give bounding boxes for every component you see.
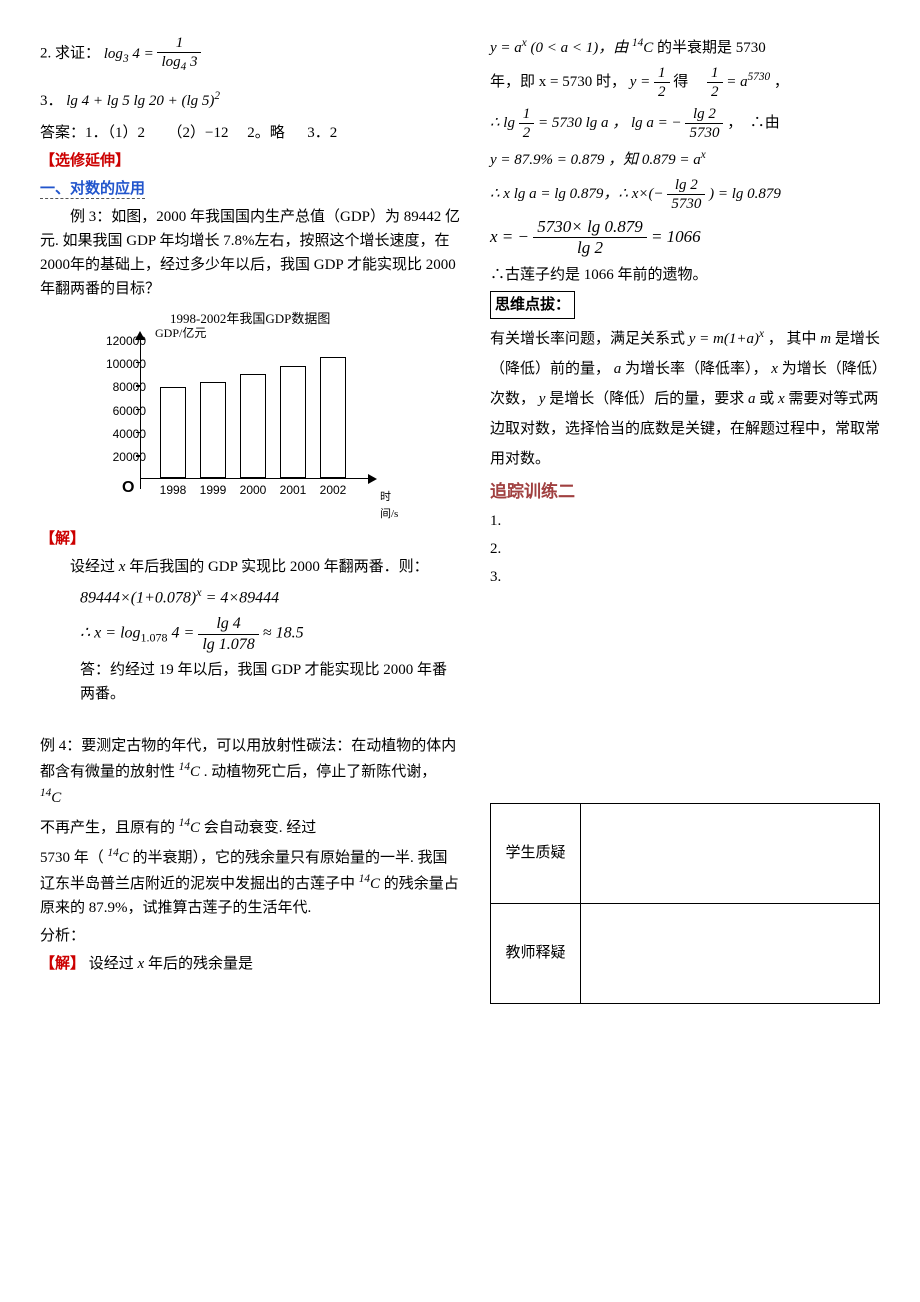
right-column: y = ax (0 < a < 1)，由 14C 的半衰期是 5730 年，即 … <box>490 30 880 1004</box>
track-3: 3. <box>490 565 880 589</box>
ytick-mark-icon <box>136 362 141 364</box>
q3-prefix: 3． <box>40 93 63 109</box>
ex4-p1: 例 4：要测定古物的年代，可以用放射性碳法：在动植物的体内都含有微量的放射性 1… <box>40 734 460 810</box>
ytick-label: 120000 <box>86 332 146 351</box>
solution-answer: 答：约经过 19 年以后，我国 GDP 才能实现比 2000 年番两番。 <box>80 658 460 706</box>
teacher-answer-label: 教师释疑 <box>491 903 581 1003</box>
xtick-label: 2002 <box>313 481 353 500</box>
q2-formula: log3 4 = 1 log4 3 <box>104 46 202 62</box>
optional-heading: 【选修延伸】 <box>40 149 460 173</box>
ex4-solution-line: 【解】 设经过 x 年后的残余量是 <box>40 952 460 976</box>
chart-bar <box>320 357 346 477</box>
track-1: 1. <box>490 509 880 533</box>
q2-fraction: 1 log4 3 <box>157 34 201 75</box>
student-question-label: 学生质疑 <box>491 803 581 903</box>
ytick-mark-icon <box>136 385 141 387</box>
ex4-analysis: 分析： <box>40 924 460 948</box>
gdp-chart: 1998-2002年我国GDP数据图 GDP/亿元 O 时间/s 1200001… <box>70 309 380 519</box>
q2-line: 2. 求证： log3 4 = 1 log4 3 <box>40 34 460 75</box>
ytick-mark-icon <box>136 409 141 411</box>
solution-eq2: ∴ x = log1.078 4 = lg 4 lg 1.078 ≈ 18.5 <box>80 614 460 653</box>
track-heading: 追踪训练二 <box>490 478 880 505</box>
student-question-cell <box>581 803 880 903</box>
ytick-label: 60000 <box>86 402 146 421</box>
page-columns: 2. 求证： log3 4 = 1 log4 3 3． lg 4 + lg 5 … <box>40 30 880 1004</box>
xtick-label: 2001 <box>273 481 313 500</box>
solution-heading: 【解】 <box>40 527 460 551</box>
chart-bar <box>280 366 306 478</box>
ytick-label: 80000 <box>86 378 146 397</box>
q2-prefix: 2. 求证： <box>40 46 100 62</box>
chart-bar <box>160 387 186 478</box>
answers: 答案：1．（1）2 （2）−12 2。略 3．2 <box>40 121 460 145</box>
qa-table: 学生质疑 教师释疑 <box>490 803 880 1004</box>
ytick-mark-icon <box>136 432 141 434</box>
ex4-p2: 不再产生，且原有的 14C 会自动衰变. 经过 <box>40 814 460 840</box>
x-axis-unit: 时间/s <box>380 489 398 524</box>
r-line6: x = − 5730× lg 0.879lg 2 = 1066 <box>490 217 880 259</box>
left-column: 2. 求证： log3 4 = 1 log4 3 3． lg 4 + lg 5 … <box>40 30 460 1004</box>
r-line7: ∴古莲子约是 1066 年前的遗物。 <box>490 263 880 287</box>
q3-line: 3． lg 4 + lg 5 lg 20 + (lg 5)2 <box>40 87 460 113</box>
ytick-mark-icon <box>136 339 141 341</box>
q3-formula: lg 4 + lg 5 lg 20 + (lg 5)2 <box>66 93 220 109</box>
teacher-answer-cell <box>581 903 880 1003</box>
xtick-label: 1999 <box>193 481 233 500</box>
r-line1: y = ax (0 < a < 1)，由 14C 的半衰期是 5730 <box>490 34 880 60</box>
r-line3: ∴ lg 12 = 5730 lg a ， lg a = − lg 25730 … <box>490 105 880 142</box>
tip-paragraph: 有关增长率问题，满足关系式 y = m(1+a)x ， 其中 m 是增长（降低）… <box>490 323 880 474</box>
chart-bar <box>200 382 226 478</box>
track-2: 2. <box>490 537 880 561</box>
r-line2: 年，即 x = 5730 时， y = 12 得 12 = a5730 ， <box>490 64 880 101</box>
xtick-label: 1998 <box>153 481 193 500</box>
ytick-mark-icon <box>136 455 141 457</box>
solution-line1: 设经过 x 年后我国的 GDP 实现比 2000 年翻两番．则： <box>40 555 460 579</box>
ex3-text: 例 3：如图，2000 年我国国内生产总值（GDP）为 89442 亿元. 如果… <box>40 205 460 301</box>
ytick-label: 20000 <box>86 448 146 467</box>
ytick-label: 40000 <box>86 425 146 444</box>
app-heading: 一、对数的应用 <box>40 177 460 201</box>
table-row: 教师释疑 <box>491 903 880 1003</box>
r-line5: ∴ x lg a = lg 0.879，∴ x×(− lg 25730 ) = … <box>490 176 880 213</box>
ex4-p3: 5730 年（ 14C 的半衰期），它的残余量只有原始量的一半. 我国辽东半岛普… <box>40 844 460 920</box>
chart-bar <box>240 374 266 478</box>
xtick-label: 2000 <box>233 481 273 500</box>
chart-plot-area <box>140 339 370 479</box>
table-row: 学生质疑 <box>491 803 880 903</box>
origin-label: O <box>122 475 134 501</box>
ytick-label: 100000 <box>86 355 146 374</box>
solution-eq1: 89444×(1+0.078)x = 4×89444 <box>80 583 460 611</box>
tip-heading: 思维点拔： <box>490 291 880 319</box>
r-line4: y = 87.9% = 0.879 ，知 0.879 = ax <box>490 146 880 172</box>
